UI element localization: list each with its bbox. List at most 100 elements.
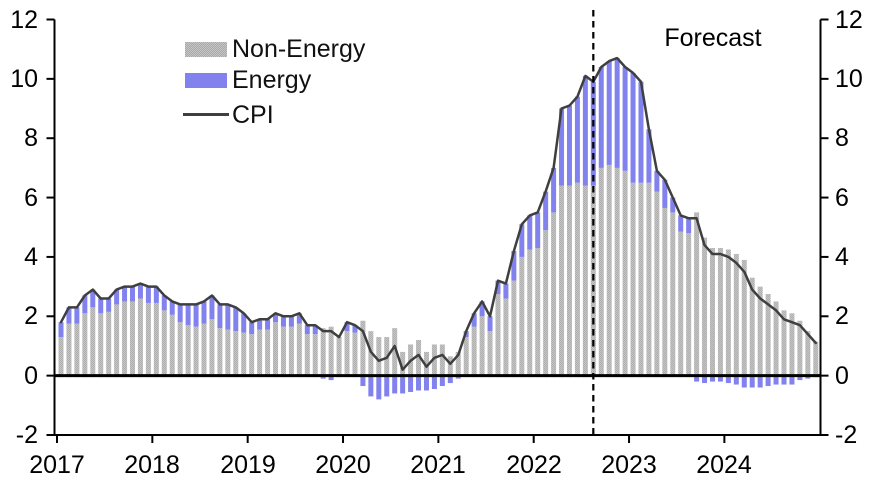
energy-bar xyxy=(678,215,684,232)
non-energy-bar xyxy=(392,328,398,378)
non-energy-bar xyxy=(217,328,223,378)
energy-bar xyxy=(137,283,143,299)
non-energy-bar xyxy=(201,323,207,378)
non-energy-bar xyxy=(177,322,183,378)
energy-bar-negative xyxy=(376,375,382,400)
energy-bar xyxy=(559,108,565,186)
non-energy-bar xyxy=(717,248,723,378)
x-axis-year-label: 2022 xyxy=(506,451,562,479)
energy-bar-negative xyxy=(416,375,422,391)
non-energy-bar xyxy=(193,326,199,378)
y-axis-left-tick-label: 6 xyxy=(24,184,38,212)
energy-bar xyxy=(535,212,541,249)
y-axis-left-tick-label: 4 xyxy=(24,243,38,271)
energy-bar xyxy=(217,304,223,329)
energy-bar xyxy=(566,105,572,186)
non-energy-bar xyxy=(304,334,310,378)
energy-bar-negative xyxy=(328,375,334,381)
non-energy-bar xyxy=(130,301,136,378)
energy-bar xyxy=(193,304,199,327)
legend-item-non-energy: Non-Energy xyxy=(183,36,383,62)
non-energy-bar xyxy=(686,233,692,378)
non-energy-bar xyxy=(439,344,445,378)
energy-bar-negative xyxy=(773,375,779,385)
non-energy-bar xyxy=(527,249,533,378)
non-energy-bar xyxy=(590,185,596,378)
non-energy-bar xyxy=(225,329,231,378)
non-energy-bar xyxy=(582,185,588,378)
non-energy-bar xyxy=(709,248,715,378)
x-axis-year-label: 2021 xyxy=(410,451,466,479)
non-energy-bar xyxy=(670,212,676,378)
non-energy-bar xyxy=(471,326,477,378)
energy-bar xyxy=(503,283,509,299)
energy-bar xyxy=(90,289,96,308)
legend-item-energy: Energy xyxy=(183,67,383,93)
non-energy-bar xyxy=(74,323,80,378)
y-axis-left-tick-label: 8 xyxy=(24,124,38,152)
energy-bar xyxy=(82,295,88,314)
cpi-line xyxy=(59,56,818,371)
legend-label-non-energy: Non-Energy xyxy=(232,35,366,63)
energy-bar-negative xyxy=(702,375,708,384)
non-energy-bar xyxy=(273,322,279,378)
legend-item-cpi: CPI xyxy=(183,102,383,128)
energy-bar-negative xyxy=(408,375,414,392)
energy-bar xyxy=(122,286,128,302)
y-axis-right-tick-label: -2 xyxy=(835,421,858,449)
non-energy-bar xyxy=(265,329,271,378)
energy-bar-negative xyxy=(797,375,803,381)
non-energy-bar xyxy=(296,323,302,378)
non-energy-bar xyxy=(352,332,358,378)
non-energy-bar xyxy=(646,182,652,378)
non-energy-bar xyxy=(58,337,64,378)
non-energy-bar xyxy=(257,329,263,378)
energy-bar xyxy=(153,286,159,303)
energy-bar xyxy=(288,316,294,327)
non-energy-bar xyxy=(487,331,493,378)
non-energy-bar xyxy=(638,182,644,378)
energy-swatch-icon xyxy=(185,73,227,88)
y-axis-left-tick-label: 0 xyxy=(24,362,38,390)
non-energy-bar xyxy=(114,304,120,378)
non-energy-bar xyxy=(288,326,294,378)
y-axis-right-tick-label: 0 xyxy=(835,362,849,390)
cpi-line-swatch-icon xyxy=(183,113,229,116)
energy-bar xyxy=(106,298,112,312)
non-energy-bar xyxy=(757,286,763,378)
energy-bar xyxy=(66,307,72,324)
energy-bar-negative xyxy=(789,375,795,385)
energy-bar-negative xyxy=(423,375,429,391)
energy-bar xyxy=(209,295,215,320)
non-energy-bar xyxy=(606,164,612,378)
non-energy-bar xyxy=(566,185,572,378)
non-energy-bar xyxy=(479,316,485,378)
energy-bar-negative xyxy=(741,375,747,388)
non-energy-bar xyxy=(781,310,787,378)
energy-bar xyxy=(74,307,80,324)
non-energy-bar xyxy=(320,328,326,378)
non-energy-bar xyxy=(455,351,461,378)
non-energy-bar xyxy=(98,313,104,378)
energy-bar xyxy=(280,316,286,327)
energy-bar-negative xyxy=(749,375,755,388)
legend-label-cpi: CPI xyxy=(232,101,274,129)
non-energy-bar xyxy=(161,310,167,378)
energy-bar xyxy=(161,295,167,311)
non-energy-bar xyxy=(233,331,239,378)
non-energy-bar xyxy=(765,294,771,378)
non-energy-bar xyxy=(559,185,565,378)
non-energy-bar xyxy=(503,298,509,378)
energy-bar xyxy=(606,61,612,165)
non-energy-bar xyxy=(360,320,366,378)
energy-bar xyxy=(265,319,271,330)
energy-bar-negative xyxy=(694,375,700,382)
non-energy-bar xyxy=(551,212,557,378)
energy-bar-negative xyxy=(781,375,787,385)
y-axis-left-tick-label: -2 xyxy=(15,421,38,449)
energy-bar xyxy=(177,304,183,323)
energy-bar xyxy=(471,313,477,327)
non-energy-bar xyxy=(725,249,731,378)
energy-bar xyxy=(479,301,485,317)
